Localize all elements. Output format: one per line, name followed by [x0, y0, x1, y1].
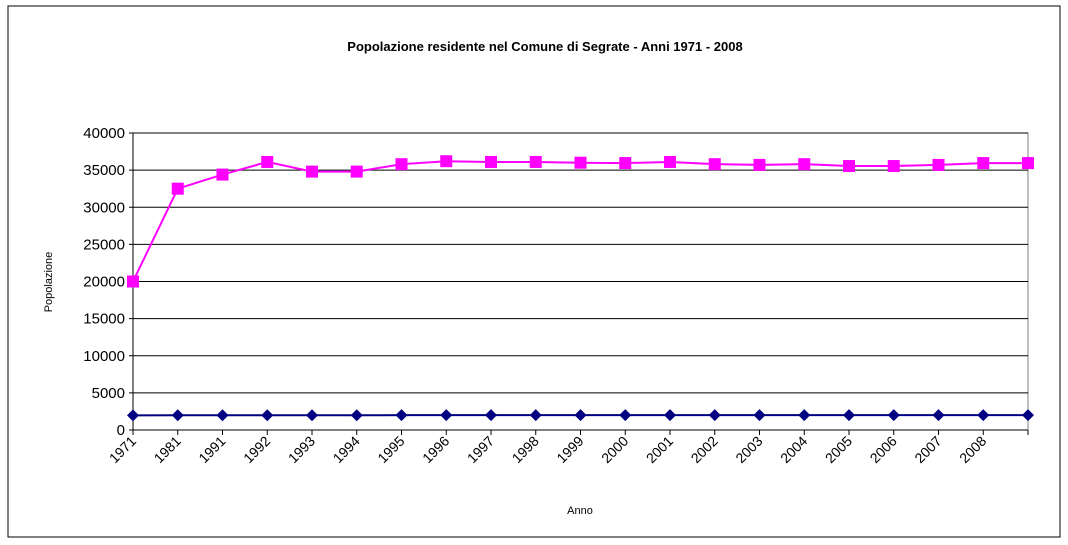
- marker: [306, 409, 318, 422]
- x-axis-label: Anno: [567, 505, 593, 517]
- marker: [977, 157, 990, 170]
- marker: [529, 409, 542, 422]
- marker: [798, 158, 811, 171]
- marker: [574, 156, 587, 169]
- marker: [127, 409, 139, 422]
- marker: [708, 409, 721, 422]
- marker: [664, 155, 676, 168]
- y-tick-label: 15000: [83, 311, 125, 328]
- marker: [1022, 157, 1034, 170]
- marker: [261, 155, 274, 168]
- marker: [216, 409, 229, 422]
- marker: [171, 182, 184, 195]
- marker: [574, 409, 587, 422]
- marker: [843, 409, 855, 422]
- marker: [350, 409, 363, 422]
- chart-title: Popolazione residente nel Comune di Segr…: [347, 39, 742, 54]
- marker: [216, 168, 229, 181]
- marker: [887, 409, 900, 422]
- y-tick-label: 20000: [83, 274, 125, 291]
- marker: [395, 409, 408, 422]
- marker: [887, 160, 900, 173]
- marker: [127, 275, 139, 288]
- marker: [529, 155, 542, 168]
- y-axis-label: Popolazione: [43, 252, 55, 313]
- y-tick-label: 35000: [83, 162, 125, 179]
- marker: [753, 158, 766, 171]
- marker: [977, 409, 990, 422]
- marker: [708, 158, 721, 171]
- marker: [485, 155, 497, 168]
- marker: [798, 409, 811, 422]
- y-tick-label: 40000: [83, 125, 125, 142]
- marker: [843, 160, 855, 173]
- marker: [440, 155, 453, 168]
- y-tick-label: 5000: [92, 385, 125, 402]
- marker: [395, 158, 408, 171]
- y-tick-label: 25000: [83, 236, 125, 253]
- marker: [664, 409, 676, 422]
- marker: [171, 409, 184, 422]
- marker: [261, 409, 274, 422]
- marker: [440, 409, 453, 422]
- y-tick-label: 0: [117, 422, 125, 439]
- marker: [619, 157, 632, 170]
- y-tick-label: 10000: [83, 348, 125, 365]
- marker: [619, 409, 632, 422]
- marker: [350, 165, 363, 178]
- marker: [753, 409, 766, 422]
- marker: [1022, 409, 1034, 422]
- marker: [932, 409, 945, 422]
- marker: [306, 165, 318, 178]
- y-tick-label: 30000: [83, 199, 125, 216]
- marker: [932, 158, 945, 171]
- marker: [485, 409, 497, 422]
